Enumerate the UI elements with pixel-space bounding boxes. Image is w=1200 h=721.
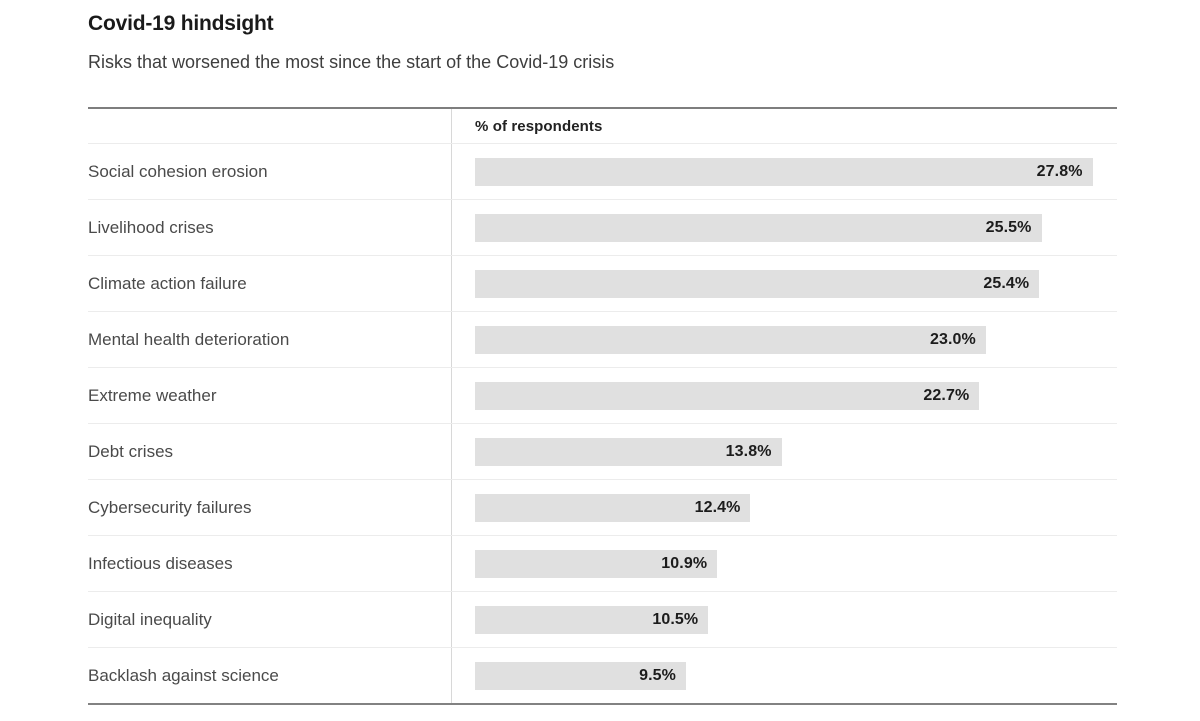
risk-label-cell: Backlash against science <box>88 648 452 703</box>
table-row: Social cohesion erosion 27.8% <box>88 143 1117 199</box>
table-header-row: % of respondents <box>88 109 1117 143</box>
bar: 25.5% <box>475 213 1042 242</box>
value-column-header: % of respondents <box>475 117 603 135</box>
risk-label: Digital inequality <box>88 609 212 629</box>
bar: 23.0% <box>475 325 986 354</box>
bar: 22.7% <box>475 381 980 410</box>
risk-label: Livelihood crises <box>88 217 214 237</box>
risk-label-cell: Cybersecurity failures <box>88 480 452 535</box>
bar: 10.5% <box>475 605 709 634</box>
table-row: Climate action failure 25.4% <box>88 255 1117 311</box>
chart-title: Covid-19 hindsight <box>88 12 274 35</box>
table-row: Mental health deterioration 23.0% <box>88 311 1117 367</box>
bar-cell: 23.0% <box>452 312 1117 367</box>
risk-label-cell: Digital inequality <box>88 592 452 647</box>
bar-value-label: 9.5% <box>639 666 677 684</box>
bar-cell: 9.5% <box>452 648 1117 703</box>
bar-value-label: 22.7% <box>923 386 970 404</box>
risk-label: Cybersecurity failures <box>88 497 252 517</box>
bar-value-label: 13.8% <box>725 442 772 460</box>
risk-label-cell: Social cohesion erosion <box>88 144 452 199</box>
bar: 12.4% <box>475 493 751 522</box>
bar-cell: 13.8% <box>452 424 1117 479</box>
bar-value-label: 25.4% <box>983 274 1030 292</box>
bar: 27.8% <box>475 157 1093 186</box>
table-row: Cybersecurity failures 12.4% <box>88 479 1117 535</box>
table-row: Extreme weather 22.7% <box>88 367 1117 423</box>
bar-cell: 10.9% <box>452 536 1117 591</box>
bar-value-label: 10.5% <box>652 610 699 628</box>
risk-label: Backlash against science <box>88 665 279 685</box>
bar: 9.5% <box>475 661 687 690</box>
table-row: Infectious diseases 10.9% <box>88 535 1117 591</box>
risk-label: Mental health deterioration <box>88 329 290 349</box>
risk-label-cell: Climate action failure <box>88 256 452 311</box>
bar-cell: 10.5% <box>452 592 1117 647</box>
bar: 10.9% <box>475 549 718 578</box>
risk-label-cell: Debt crises <box>88 424 452 479</box>
bar-value-label: 27.8% <box>1036 162 1083 180</box>
chart-rows: Social cohesion erosion 27.8% Livelihood… <box>88 143 1117 703</box>
bar-cell: 25.4% <box>452 256 1117 311</box>
table-row: Livelihood crises 25.5% <box>88 199 1117 255</box>
bar-value-label: 10.9% <box>661 554 708 572</box>
risk-label: Social cohesion erosion <box>88 161 268 181</box>
bar-cell: 12.4% <box>452 480 1117 535</box>
risk-label: Climate action failure <box>88 273 247 293</box>
bar-cell: 25.5% <box>452 200 1117 255</box>
chart-table: % of respondents Social cohesion erosion… <box>88 107 1117 705</box>
risk-label: Extreme weather <box>88 385 217 405</box>
bar: 13.8% <box>475 437 782 466</box>
risk-label-cell: Extreme weather <box>88 368 452 423</box>
value-column-header-cell: % of respondents <box>452 118 1117 135</box>
risk-label: Infectious diseases <box>88 553 233 573</box>
bar-cell: 27.8% <box>452 144 1117 199</box>
bar: 25.4% <box>475 269 1040 298</box>
bar-value-label: 23.0% <box>930 330 976 348</box>
label-column-header <box>88 109 452 143</box>
chart-subtitle: Risks that worsened the most since the s… <box>88 52 615 72</box>
bar-cell: 22.7% <box>452 368 1117 423</box>
risk-label-cell: Livelihood crises <box>88 200 452 255</box>
bar-value-label: 25.5% <box>985 218 1032 236</box>
table-row: Debt crises 13.8% <box>88 423 1117 479</box>
risk-label-cell: Infectious diseases <box>88 536 452 591</box>
table-row: Digital inequality 10.5% <box>88 591 1117 647</box>
risk-label-cell: Mental health deterioration <box>88 312 452 367</box>
bar-value-label: 12.4% <box>694 498 741 516</box>
risk-label: Debt crises <box>88 441 174 461</box>
table-row: Backlash against science 9.5% <box>88 647 1117 703</box>
